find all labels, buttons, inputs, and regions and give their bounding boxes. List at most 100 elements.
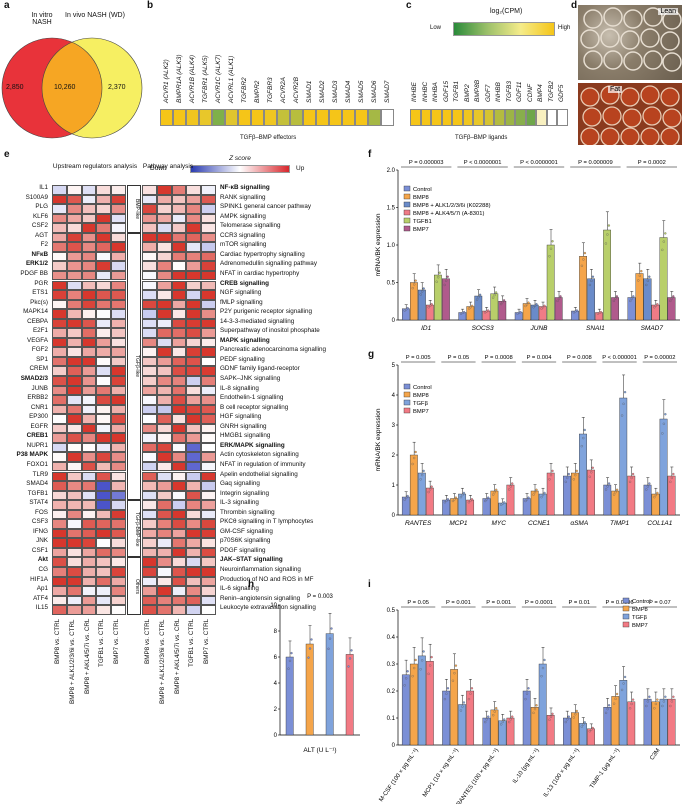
bar xyxy=(417,655,426,746)
pathway-heat-cell xyxy=(186,490,202,501)
data-point xyxy=(662,240,665,243)
data-point xyxy=(580,725,583,728)
upstream-heat-cell xyxy=(52,290,67,300)
p-value: P = 0.0002 xyxy=(638,160,666,166)
upstream-heat-cell xyxy=(66,328,82,338)
pathway-row-label: B cell receptor signalling xyxy=(220,403,289,411)
pathway-row-label: fMLP signalling xyxy=(220,298,263,306)
pathway-heat-cell xyxy=(156,567,172,577)
data-point xyxy=(454,664,458,667)
legend-label: Control xyxy=(632,599,651,605)
bar xyxy=(571,472,579,516)
p-value: P = 0.01 xyxy=(568,600,590,606)
data-point xyxy=(632,295,635,298)
data-point xyxy=(615,692,619,696)
upstream-heat-cell xyxy=(81,605,97,615)
zscore-heatmap-panel: Z score Down Up Upstream regulators analysi… xyxy=(0,155,365,804)
pathway-heat-cell xyxy=(186,414,202,424)
upstream-row-label: CG xyxy=(38,566,48,573)
pathway-row-label: Production of NO and ROS in MF xyxy=(220,575,314,583)
ligand-heat-cell xyxy=(536,109,547,126)
data-point xyxy=(477,296,480,299)
bar xyxy=(587,469,595,516)
pathway-heat-cell xyxy=(142,318,157,329)
upstream-heat-cell xyxy=(52,547,67,558)
p-value: P = 0.0008 xyxy=(485,355,513,361)
pathway-heat-cell xyxy=(186,442,202,453)
upstream-heat-cell xyxy=(81,261,97,271)
x-tick-label: IL-10 (pg mL⁻¹) xyxy=(512,748,541,785)
effector-gene-label: ACVRL1 (ALK1) xyxy=(228,55,235,103)
bar xyxy=(611,490,620,516)
pathway-heat-cell xyxy=(142,356,157,367)
p-value: P = 0.003 xyxy=(307,594,333,600)
data-point xyxy=(669,480,672,484)
upstream-row-label: JUNB xyxy=(31,384,48,392)
data-point xyxy=(495,488,498,491)
bar xyxy=(466,690,475,746)
pathway-heat-cell xyxy=(171,404,187,415)
upstream-heat-cell xyxy=(52,576,67,587)
upstream-row-label: AGT xyxy=(35,231,48,239)
upstream-heat-cell xyxy=(81,395,97,405)
upstream-heat-cell xyxy=(111,251,126,262)
data-point xyxy=(588,283,592,287)
bar xyxy=(522,498,531,516)
panel-letter-a: a xyxy=(4,0,10,11)
data-point xyxy=(654,493,658,497)
cpm-legend-low: Low xyxy=(430,25,442,31)
data-point xyxy=(509,485,512,488)
data-point xyxy=(405,308,408,311)
data-point xyxy=(574,473,577,477)
data-point xyxy=(645,283,648,287)
pathway-heat-cell xyxy=(171,328,187,338)
pathway-row-label: CREB signalling xyxy=(220,279,269,287)
data-point xyxy=(478,293,482,296)
upstream-heat-cell xyxy=(111,528,126,539)
data-point xyxy=(656,303,659,306)
pathway-heat-cell xyxy=(156,299,172,310)
pathway-row-label: HGF signalling xyxy=(220,413,262,421)
pathway-heat-cell xyxy=(201,567,216,577)
pathway-row-label: RANK signalling xyxy=(220,193,266,201)
pathway-heat-cell xyxy=(186,576,202,587)
upstream-heat-cell xyxy=(111,605,126,615)
chart-i: 0 0.1 0.2 0.3 0.4 0.5 P = 0.05 P = 0.001 P = 0.0… xyxy=(379,597,680,804)
upstream-heat-cell xyxy=(81,423,97,434)
upstream-heat-cell xyxy=(111,557,126,567)
upstream-heat-cell xyxy=(111,595,126,606)
bar xyxy=(418,289,426,321)
data-point xyxy=(551,712,554,715)
upstream-heat-cell xyxy=(96,519,112,529)
bar xyxy=(627,701,636,746)
pathway-heat-cell xyxy=(186,433,202,443)
pathway-row-label: NGF signalling xyxy=(220,289,262,297)
upstream-heat-cell xyxy=(66,538,82,548)
venn-left-count: 2,850 xyxy=(6,84,24,91)
bar xyxy=(611,297,619,321)
venn-diagram xyxy=(1,37,143,139)
pathway-heat-cell xyxy=(186,328,202,338)
data-point xyxy=(645,488,648,491)
ligand-gene-label: TGFB2 xyxy=(547,81,555,102)
pathway-heat-cell xyxy=(156,347,172,357)
upstream-heat-cell xyxy=(96,481,112,491)
pathway-heat-cell xyxy=(186,280,202,291)
pathway-row-label: IL-3 signalling xyxy=(220,499,259,507)
effectors-caption: TGFβ–BMP effectors xyxy=(240,135,297,141)
effector-gene-label: SMAD2 xyxy=(319,80,326,103)
upstream-heat-cell xyxy=(111,356,126,367)
lean-label: Lean xyxy=(658,8,678,15)
pathway-heat-cell xyxy=(171,452,187,462)
data-point xyxy=(541,306,545,309)
upstream-heat-cell xyxy=(52,423,67,434)
upstream-heat-cell xyxy=(66,471,82,482)
pathway-heat-cell xyxy=(156,385,172,396)
upstream-heat-cell xyxy=(111,538,126,548)
pathway-heat-cell xyxy=(142,299,157,310)
data-point xyxy=(470,304,474,307)
pathway-row-label: Actin cytoskeleton signalling xyxy=(220,451,299,459)
group-box xyxy=(127,232,141,501)
ligand-heat-cell xyxy=(515,109,526,126)
upstream-heat-cell xyxy=(52,204,67,214)
